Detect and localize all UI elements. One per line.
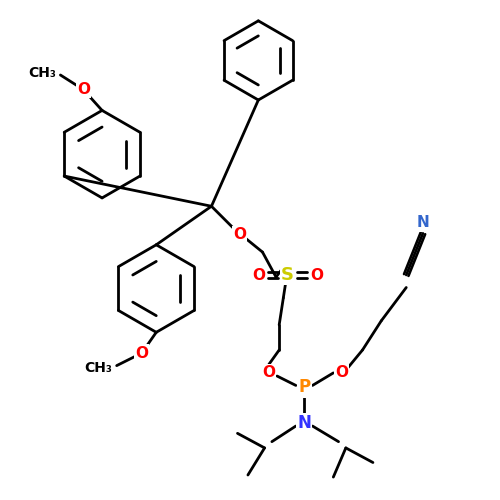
Text: N: N [297, 414, 311, 432]
Text: CH₃: CH₃ [28, 66, 56, 80]
Text: O: O [77, 82, 90, 97]
Text: O: O [233, 227, 246, 242]
Text: O: O [262, 366, 275, 380]
Text: O: O [335, 366, 348, 380]
Text: S: S [281, 266, 294, 284]
Text: O: O [252, 268, 265, 282]
Text: O: O [135, 346, 148, 360]
Text: N: N [416, 216, 430, 230]
Text: O: O [310, 268, 323, 282]
Text: CH₃: CH₃ [84, 360, 112, 374]
Text: P: P [298, 378, 310, 396]
